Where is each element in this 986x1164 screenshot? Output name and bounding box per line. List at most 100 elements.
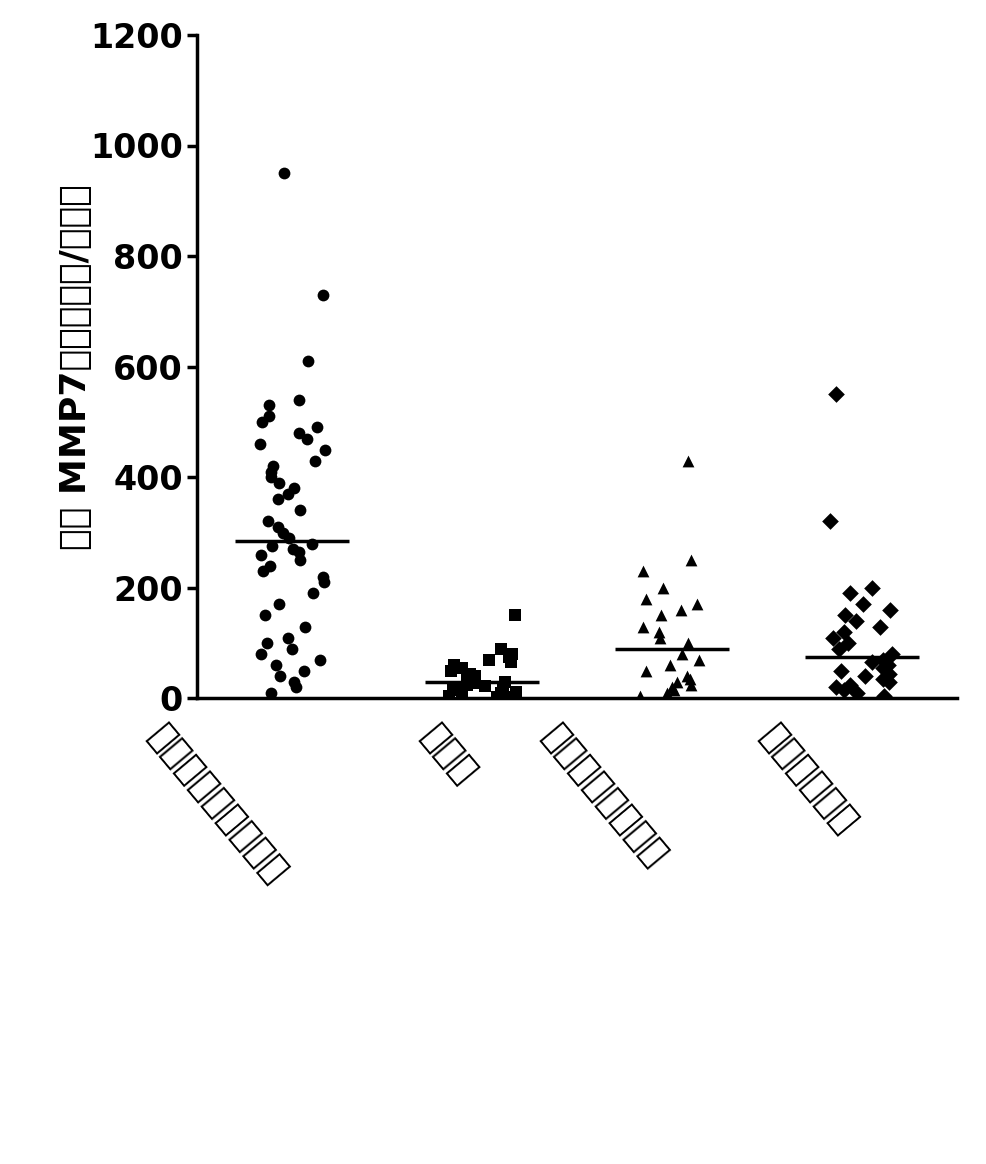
Point: [507, 682, 523, 701]
Point: [271, 667, 287, 686]
Point: [503, 653, 519, 672]
Point: [270, 490, 286, 509]
Point: [634, 617, 650, 636]
Point: [268, 656, 284, 675]
Point: [443, 661, 458, 680]
Point: [839, 633, 855, 652]
Point: [251, 435, 267, 454]
Point: [291, 424, 307, 442]
Point: [306, 584, 321, 603]
Point: [292, 501, 308, 519]
Point: [497, 673, 513, 691]
Point: [875, 659, 890, 677]
Point: [631, 687, 647, 705]
Text: 血浆 MMP7含量（皮克/毫升）: 血浆 MMP7含量（皮克/毫升）: [59, 184, 93, 549]
Point: [258, 633, 274, 652]
Text: 良性胆道疾病患者: 良性胆道疾病患者: [534, 719, 671, 874]
Point: [276, 164, 292, 183]
Point: [879, 656, 894, 675]
Point: [673, 645, 689, 663]
Point: [875, 651, 890, 669]
Point: [849, 683, 865, 702]
Point: [863, 653, 879, 672]
Point: [638, 589, 654, 608]
Point: [254, 562, 270, 581]
Point: [285, 540, 301, 559]
Point: [841, 584, 857, 603]
Point: [253, 545, 269, 563]
Point: [654, 579, 669, 597]
Point: [635, 562, 651, 581]
Point: [292, 551, 308, 569]
Point: [501, 647, 517, 666]
Point: [304, 534, 319, 553]
Point: [263, 537, 279, 555]
Point: [310, 418, 325, 436]
Point: [876, 687, 891, 705]
Point: [315, 567, 330, 585]
Point: [315, 285, 330, 304]
Point: [871, 617, 886, 636]
Point: [835, 681, 851, 700]
Point: [454, 659, 469, 677]
Point: [880, 665, 896, 683]
Point: [297, 617, 313, 636]
Point: [681, 669, 697, 688]
Point: [270, 518, 286, 537]
Point: [454, 684, 469, 703]
Point: [682, 675, 698, 694]
Point: [464, 674, 480, 693]
Point: [317, 440, 332, 459]
Point: [300, 352, 316, 370]
Point: [662, 656, 677, 675]
Point: [827, 385, 843, 404]
Point: [281, 528, 297, 547]
Point: [262, 683, 278, 702]
Point: [652, 629, 668, 647]
Point: [261, 556, 277, 575]
Point: [286, 480, 302, 498]
Point: [481, 651, 497, 669]
Point: [291, 542, 307, 561]
Point: [682, 551, 698, 569]
Point: [440, 687, 456, 705]
Point: [252, 645, 268, 663]
Point: [256, 606, 272, 625]
Point: [856, 667, 872, 686]
Point: [848, 612, 864, 631]
Point: [666, 681, 681, 700]
Point: [488, 688, 504, 707]
Point: [446, 656, 461, 675]
Point: [462, 665, 478, 683]
Point: [275, 524, 291, 542]
Point: [504, 645, 520, 663]
Point: [259, 512, 275, 531]
Point: [830, 639, 846, 658]
Point: [459, 675, 475, 694]
Point: [690, 651, 706, 669]
Point: [875, 669, 890, 688]
Point: [678, 667, 694, 686]
Point: [458, 669, 474, 688]
Point: [317, 573, 332, 591]
Point: [287, 677, 303, 696]
Point: [664, 677, 679, 696]
Point: [688, 595, 704, 613]
Point: [271, 595, 287, 613]
Point: [284, 639, 300, 658]
Point: [307, 452, 322, 470]
Point: [313, 651, 328, 669]
Point: [883, 645, 899, 663]
Point: [477, 677, 493, 696]
Point: [450, 677, 465, 696]
Point: [280, 484, 296, 503]
Point: [841, 675, 857, 694]
Point: [835, 623, 851, 641]
Point: [445, 681, 460, 700]
Point: [291, 391, 307, 410]
Point: [299, 430, 315, 448]
Point: [271, 474, 287, 492]
Point: [836, 606, 852, 625]
Point: [296, 661, 312, 680]
Point: [659, 683, 674, 702]
